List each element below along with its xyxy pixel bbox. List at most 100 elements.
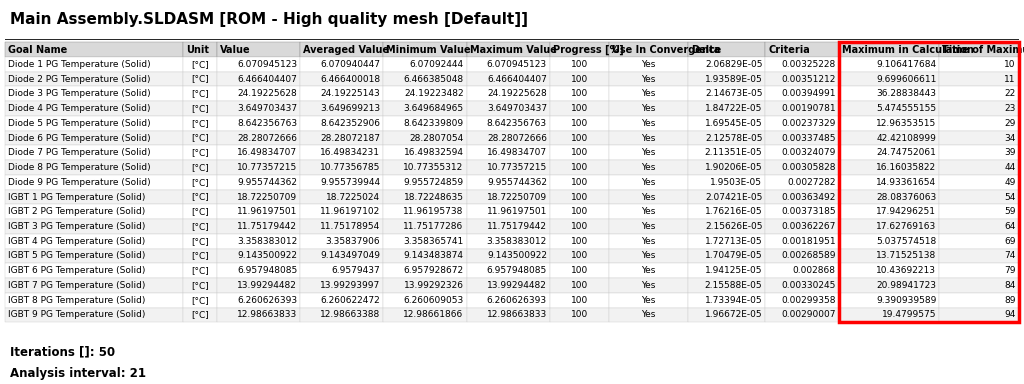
Bar [939, 308, 1019, 322]
Bar [182, 86, 217, 101]
Text: Yes: Yes [641, 178, 655, 187]
Bar [467, 219, 550, 234]
Bar [182, 190, 217, 204]
Bar [467, 57, 550, 72]
Bar [688, 146, 766, 160]
Text: 39: 39 [1005, 148, 1016, 157]
Text: 0.00305828: 0.00305828 [781, 163, 836, 172]
Text: [°C]: [°C] [190, 163, 209, 172]
Text: 16.49834231: 16.49834231 [321, 148, 380, 157]
Text: 2.07421E-05: 2.07421E-05 [705, 192, 763, 202]
Text: 23: 23 [1005, 104, 1016, 113]
Text: Diode 4 PG Temperature (Solid): Diode 4 PG Temperature (Solid) [8, 104, 151, 113]
Bar [688, 278, 766, 293]
Bar [383, 146, 467, 160]
Bar [383, 308, 467, 322]
Text: 13.99294482: 13.99294482 [238, 281, 297, 290]
Text: 0.0027282: 0.0027282 [787, 178, 836, 187]
Text: [°C]: [°C] [190, 296, 209, 305]
Text: 100: 100 [570, 222, 588, 231]
Text: 9.143500922: 9.143500922 [238, 252, 297, 260]
Bar [766, 86, 839, 101]
Bar [383, 42, 467, 57]
Bar [688, 101, 766, 116]
Text: 100: 100 [570, 148, 588, 157]
Bar [383, 57, 467, 72]
Text: 6.466404407: 6.466404407 [487, 74, 547, 84]
Text: 6.070945123: 6.070945123 [486, 60, 547, 69]
Text: 34: 34 [1005, 134, 1016, 142]
Text: 6.070940447: 6.070940447 [321, 60, 380, 69]
Bar [550, 248, 608, 263]
Text: 100: 100 [570, 310, 588, 319]
Bar [688, 248, 766, 263]
Text: 18.72250709: 18.72250709 [237, 192, 297, 202]
Bar [300, 146, 383, 160]
Bar [383, 131, 467, 146]
Bar [766, 204, 839, 219]
Text: 100: 100 [570, 281, 588, 290]
Text: 2.15588E-05: 2.15588E-05 [705, 281, 763, 290]
Text: Yes: Yes [641, 104, 655, 113]
Bar [839, 204, 939, 219]
Bar [939, 160, 1019, 175]
Text: 9.143497049: 9.143497049 [321, 252, 380, 260]
Bar [839, 308, 939, 322]
Bar [550, 42, 608, 57]
Text: 28.28072666: 28.28072666 [487, 134, 547, 142]
Text: Yes: Yes [641, 163, 655, 172]
Text: 84: 84 [1005, 281, 1016, 290]
Bar [5, 131, 182, 146]
Text: 28.08376063: 28.08376063 [876, 192, 936, 202]
Text: Yes: Yes [641, 192, 655, 202]
Text: 11.96195738: 11.96195738 [403, 207, 464, 216]
Bar [839, 219, 939, 234]
Text: 12.98661866: 12.98661866 [403, 310, 464, 319]
Text: 24.19225628: 24.19225628 [487, 89, 547, 98]
Text: 49: 49 [1005, 178, 1016, 187]
Text: 1.90206E-05: 1.90206E-05 [705, 163, 763, 172]
Text: Diode 7 PG Temperature (Solid): Diode 7 PG Temperature (Solid) [8, 148, 151, 157]
Text: IGBT 1 PG Temperature (Solid): IGBT 1 PG Temperature (Solid) [8, 192, 145, 202]
Bar [839, 175, 939, 190]
Text: [°C]: [°C] [190, 89, 209, 98]
Bar [939, 175, 1019, 190]
Text: 0.00351212: 0.00351212 [781, 74, 836, 84]
Text: [°C]: [°C] [190, 192, 209, 202]
Bar [5, 293, 182, 308]
Bar [383, 293, 467, 308]
Bar [182, 234, 217, 248]
Bar [608, 190, 688, 204]
Bar [766, 116, 839, 131]
Text: 79: 79 [1005, 266, 1016, 275]
Bar [383, 219, 467, 234]
Bar [688, 57, 766, 72]
Bar [300, 234, 383, 248]
Bar [766, 131, 839, 146]
Text: Yes: Yes [641, 134, 655, 142]
Text: IGBT 8 PG Temperature (Solid): IGBT 8 PG Temperature (Solid) [8, 296, 145, 305]
Text: 16.49834707: 16.49834707 [237, 148, 297, 157]
Text: Yes: Yes [641, 252, 655, 260]
Text: 22: 22 [1005, 89, 1016, 98]
Bar [182, 116, 217, 131]
Text: 100: 100 [570, 119, 588, 128]
Text: 11.96197501: 11.96197501 [237, 207, 297, 216]
Bar [939, 278, 1019, 293]
Bar [217, 131, 300, 146]
Bar [300, 57, 383, 72]
Bar [550, 234, 608, 248]
Bar [839, 101, 939, 116]
Bar [383, 175, 467, 190]
Text: 28.28072666: 28.28072666 [238, 134, 297, 142]
Bar [939, 293, 1019, 308]
Text: 18.72248635: 18.72248635 [403, 192, 464, 202]
Bar [182, 146, 217, 160]
Text: IGBT 9 PG Temperature (Solid): IGBT 9 PG Temperature (Solid) [8, 310, 145, 319]
Bar [182, 101, 217, 116]
Text: 6.957948085: 6.957948085 [237, 266, 297, 275]
Text: 1.9503E-05: 1.9503E-05 [711, 178, 763, 187]
Bar [5, 160, 182, 175]
Text: 100: 100 [570, 207, 588, 216]
Text: 1.93589E-05: 1.93589E-05 [705, 74, 763, 84]
